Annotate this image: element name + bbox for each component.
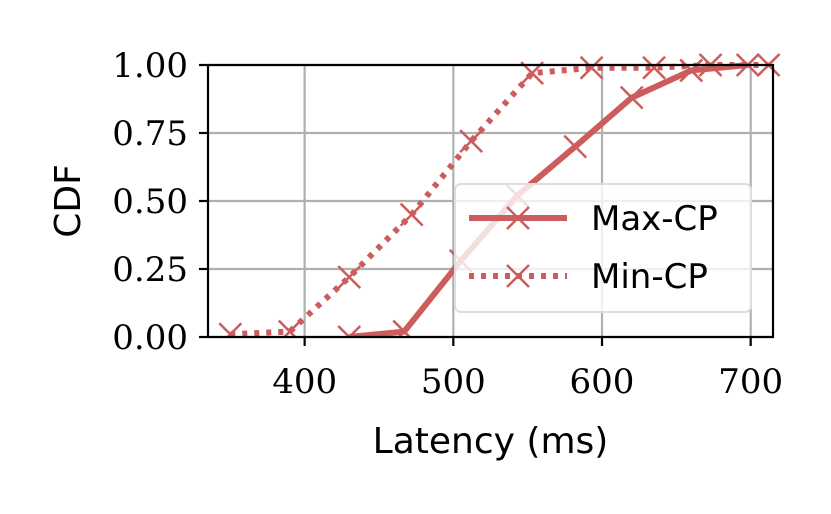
legend-item-max-cp: Max-CP (469, 199, 718, 239)
data-point-marker (619, 85, 644, 110)
x-axis-title: Latency (ms) (373, 421, 609, 462)
marker-stroke (679, 58, 704, 83)
marker-stroke (397, 319, 417, 337)
y-axis-title: CDF (48, 164, 89, 238)
legend: Max-CP Min-CP (454, 183, 752, 313)
data-point-marker (392, 319, 417, 337)
legend-marker (506, 206, 530, 230)
marker-stroke (347, 325, 362, 337)
x-tick-label: 600 (570, 362, 635, 402)
data-point-marker (337, 265, 362, 290)
legend-item-min-cp: Min-CP (469, 257, 708, 297)
data-point-marker (399, 202, 424, 227)
x-tick-label: 700 (718, 362, 783, 402)
data-point-marker (337, 325, 362, 337)
marker-stroke (337, 325, 352, 337)
data-point-marker (579, 55, 604, 80)
y-tick-label: 0.50 (112, 182, 188, 222)
marker-stroke (459, 129, 484, 154)
y-tick-label: 0.75 (112, 114, 188, 154)
marker-stroke (337, 265, 362, 290)
legend-label: Min-CP (591, 257, 708, 297)
data-point-marker (679, 58, 704, 83)
series-line (230, 62, 769, 337)
data-point-marker (563, 134, 588, 159)
marker-stroke (563, 134, 588, 159)
legend-label: Max-CP (591, 199, 718, 239)
x-tick-label: 500 (421, 362, 486, 402)
marker-stroke (399, 202, 424, 227)
y-tick-label: 0.25 (112, 250, 188, 290)
marker-stroke (642, 55, 666, 80)
marker-stroke (619, 85, 644, 110)
data-point-marker (459, 129, 484, 154)
marker-stroke (225, 322, 243, 337)
x-tick-label: 400 (272, 362, 337, 402)
marker-stroke (579, 55, 604, 80)
marker-stroke (282, 319, 302, 337)
y-tick-label: 0.00 (112, 318, 188, 358)
ticks: 400 500 600 700 0.00 0.25 0.50 0.75 1.00 (112, 46, 783, 402)
data-point-marker (218, 322, 243, 337)
y-tick-label: 1.00 (112, 46, 188, 86)
data-point-marker (277, 319, 302, 337)
legend-marker (506, 264, 530, 288)
series-line (348, 62, 749, 337)
data-point-marker (642, 55, 666, 80)
